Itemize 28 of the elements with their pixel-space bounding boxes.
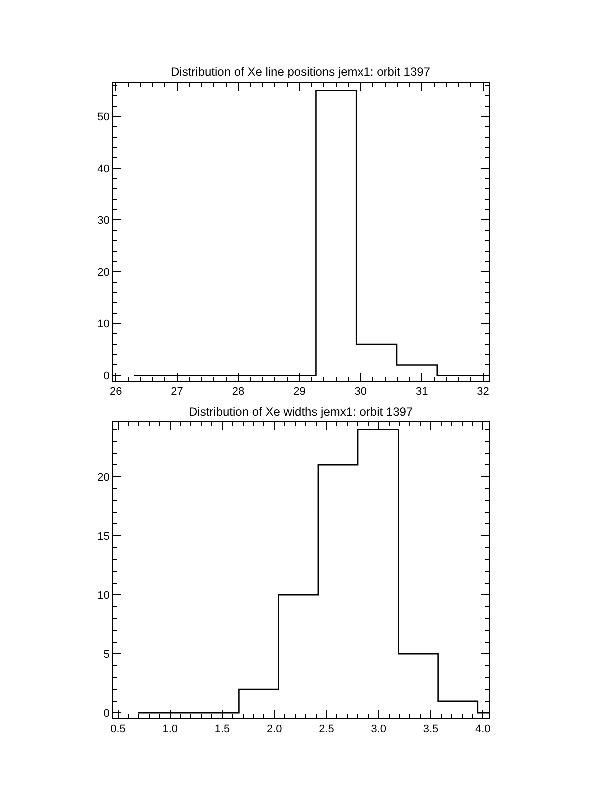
y-tick-label: 10 — [98, 590, 110, 602]
x-tick-label: 32 — [477, 386, 490, 398]
chart-title: Distribution of Xe line positions jemx1: orbit 1397 — [171, 65, 431, 79]
x-tick-label: 2.0 — [266, 723, 282, 736]
y-tick-label: 0 — [104, 708, 110, 720]
x-tick-label: 31 — [416, 386, 428, 398]
y-tick-label: 20 — [98, 266, 110, 279]
x-tick-label: 1.5 — [214, 723, 230, 736]
y-tick-label: 10 — [98, 318, 110, 331]
x-tick-label: 28 — [232, 386, 245, 398]
x-tick-label: 4.0 — [476, 723, 491, 736]
x-tick-label: 1.0 — [162, 723, 178, 736]
x-tick-label: 3.5 — [423, 723, 439, 736]
x-tick-label: 27 — [171, 386, 184, 398]
x-tick-label: 2.5 — [319, 723, 334, 736]
x-tick-label: 29 — [294, 386, 306, 398]
chart-title: Distribution of Xe widths jemx1: orbit 1397 — [189, 405, 414, 419]
y-tick-label: 15 — [98, 530, 110, 543]
x-tick-label: 30 — [354, 386, 368, 398]
y-tick-label: 5 — [104, 648, 110, 661]
x-tick-label: 26 — [110, 386, 122, 398]
x-tick-label: 3.0 — [371, 723, 387, 736]
y-tick-label: 40 — [98, 163, 110, 176]
y-tick-label: 50 — [98, 111, 110, 124]
y-tick-label: 30 — [98, 215, 110, 228]
x-tick-label: 0.5 — [110, 723, 126, 736]
y-tick-label: 20 — [98, 472, 110, 484]
y-tick-label: 0 — [104, 370, 110, 382]
